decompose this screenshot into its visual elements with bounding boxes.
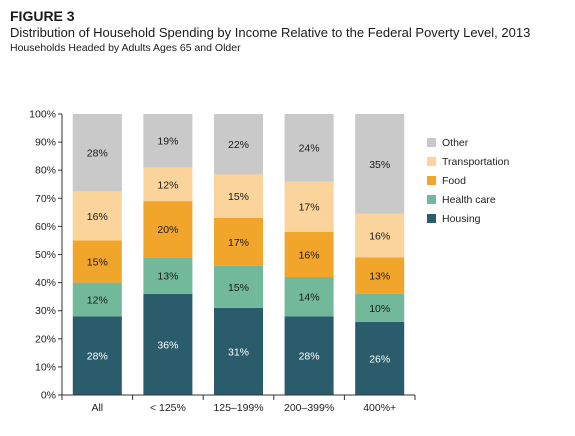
segment-value-label: 14% bbox=[299, 292, 320, 304]
bar-group: 28% 12% 15% 16% 28% bbox=[72, 114, 122, 395]
figure-label: FIGURE 3 bbox=[10, 8, 75, 24]
legend: Other Transportation Food Health care Housin… bbox=[427, 137, 509, 225]
segment-value-label: 12% bbox=[87, 294, 108, 306]
bar-segment bbox=[143, 114, 193, 168]
legend-item: Health care bbox=[427, 194, 496, 206]
legend-swatch bbox=[427, 138, 436, 147]
segment-value-label: 16% bbox=[87, 211, 108, 223]
bar-group: 28% 14% 16% 17% 24% bbox=[284, 114, 334, 395]
chart-subtitle: Households Headed by Adults Ages 65 and … bbox=[10, 42, 241, 54]
segment-value-label: 36% bbox=[157, 339, 178, 351]
bar-segment bbox=[214, 114, 263, 175]
bar-segment bbox=[355, 257, 405, 294]
segment-value-label: 28% bbox=[87, 148, 108, 160]
segment-value-label: 15% bbox=[87, 257, 108, 269]
chart-title: Distribution of Household Spending by In… bbox=[10, 25, 531, 40]
y-tick-label: 10% bbox=[35, 361, 56, 373]
segment-value-label: 31% bbox=[228, 346, 249, 358]
segment-value-label: 24% bbox=[299, 143, 320, 155]
y-tick-label: 60% bbox=[35, 221, 56, 233]
bar-segment bbox=[355, 213, 405, 258]
bar-group: 26% 10% 13% 16% 35% bbox=[355, 114, 405, 395]
legend-label: Housing bbox=[442, 213, 481, 225]
bar-segment bbox=[72, 240, 122, 283]
x-category-label: 125–199% bbox=[213, 402, 263, 414]
legend-swatch bbox=[427, 195, 436, 204]
bars: 28% 12% 15% 16% 28% 36% 13% 20% 12% 19% 31% 15% 17% 1… bbox=[72, 114, 405, 395]
bar-segment bbox=[214, 265, 263, 308]
segment-value-label: 16% bbox=[299, 250, 320, 262]
bar-segment bbox=[355, 114, 405, 214]
segment-value-label: 12% bbox=[157, 179, 178, 191]
x-category-label: All bbox=[91, 402, 103, 414]
y-tick-label: 90% bbox=[35, 137, 56, 149]
legend-item: Other bbox=[427, 137, 469, 149]
bar-segment bbox=[284, 181, 334, 233]
segment-value-label: 15% bbox=[228, 282, 249, 294]
bar-segment bbox=[143, 257, 193, 294]
y-tick-label: 80% bbox=[35, 165, 56, 177]
segment-value-label: 28% bbox=[299, 351, 320, 363]
segment-value-label: 28% bbox=[87, 351, 108, 363]
y-tick-label: 70% bbox=[35, 193, 56, 205]
segment-value-label: 17% bbox=[299, 202, 320, 214]
bar-segment bbox=[284, 276, 334, 317]
legend-item: Food bbox=[427, 175, 466, 187]
y-tick-label: 40% bbox=[35, 277, 56, 289]
bar-segment bbox=[214, 174, 263, 218]
bar-segment bbox=[355, 321, 405, 395]
segment-value-label: 16% bbox=[369, 231, 390, 243]
y-tick-label: 30% bbox=[35, 305, 56, 317]
legend-label: Health care bbox=[442, 194, 496, 206]
bar-segment bbox=[72, 191, 122, 241]
segment-value-label: 15% bbox=[228, 191, 249, 203]
bar-segment bbox=[214, 307, 263, 395]
legend-swatch bbox=[427, 176, 436, 185]
x-category-label: 400%+ bbox=[363, 402, 396, 414]
segment-value-label: 19% bbox=[157, 136, 178, 148]
legend-item: Transportation bbox=[427, 156, 509, 168]
bar-group: 31% 15% 17% 15% 22% bbox=[214, 114, 263, 395]
bar-segment bbox=[143, 293, 193, 395]
segment-value-label: 13% bbox=[369, 271, 390, 283]
y-tick-label: 100% bbox=[29, 109, 56, 121]
bar-segment bbox=[214, 217, 263, 266]
bar-group: 36% 13% 20% 12% 19% bbox=[143, 114, 193, 395]
segment-value-label: 17% bbox=[228, 237, 249, 249]
bar-segment bbox=[143, 167, 193, 202]
y-tick-label: 0% bbox=[41, 390, 56, 402]
x-axis: All < 125% 125–199% 200–399% 400%+ bbox=[61, 394, 416, 414]
bar-segment bbox=[284, 114, 334, 182]
legend-item: Housing bbox=[427, 213, 481, 225]
legend-label: Food bbox=[442, 175, 466, 187]
segment-value-label: 26% bbox=[369, 353, 390, 365]
y-tick-label: 20% bbox=[35, 333, 56, 345]
bar-segment bbox=[284, 316, 334, 395]
bar-segment bbox=[355, 293, 405, 322]
legend-label: Transportation bbox=[442, 156, 509, 168]
segment-value-label: 10% bbox=[369, 303, 390, 315]
legend-swatch bbox=[427, 214, 436, 223]
x-category-label: 200–399% bbox=[284, 402, 334, 414]
bar-segment bbox=[72, 316, 122, 395]
legend-swatch bbox=[427, 157, 436, 166]
segment-value-label: 22% bbox=[228, 139, 249, 151]
x-category-label: < 125% bbox=[150, 402, 186, 414]
legend-label: Other bbox=[442, 137, 469, 149]
bar-segment bbox=[72, 282, 122, 317]
y-tick-label: 50% bbox=[35, 249, 56, 261]
segment-value-label: 35% bbox=[369, 159, 390, 171]
bar-segment bbox=[143, 201, 193, 258]
segment-value-label: 13% bbox=[157, 271, 178, 283]
bar-segment bbox=[284, 232, 334, 277]
y-axis: 0% 10% 20% 30% 40% 50% 60% 70% 80% 90% 100% bbox=[29, 109, 63, 402]
segment-value-label: 20% bbox=[157, 224, 178, 236]
bar-segment bbox=[72, 114, 122, 192]
